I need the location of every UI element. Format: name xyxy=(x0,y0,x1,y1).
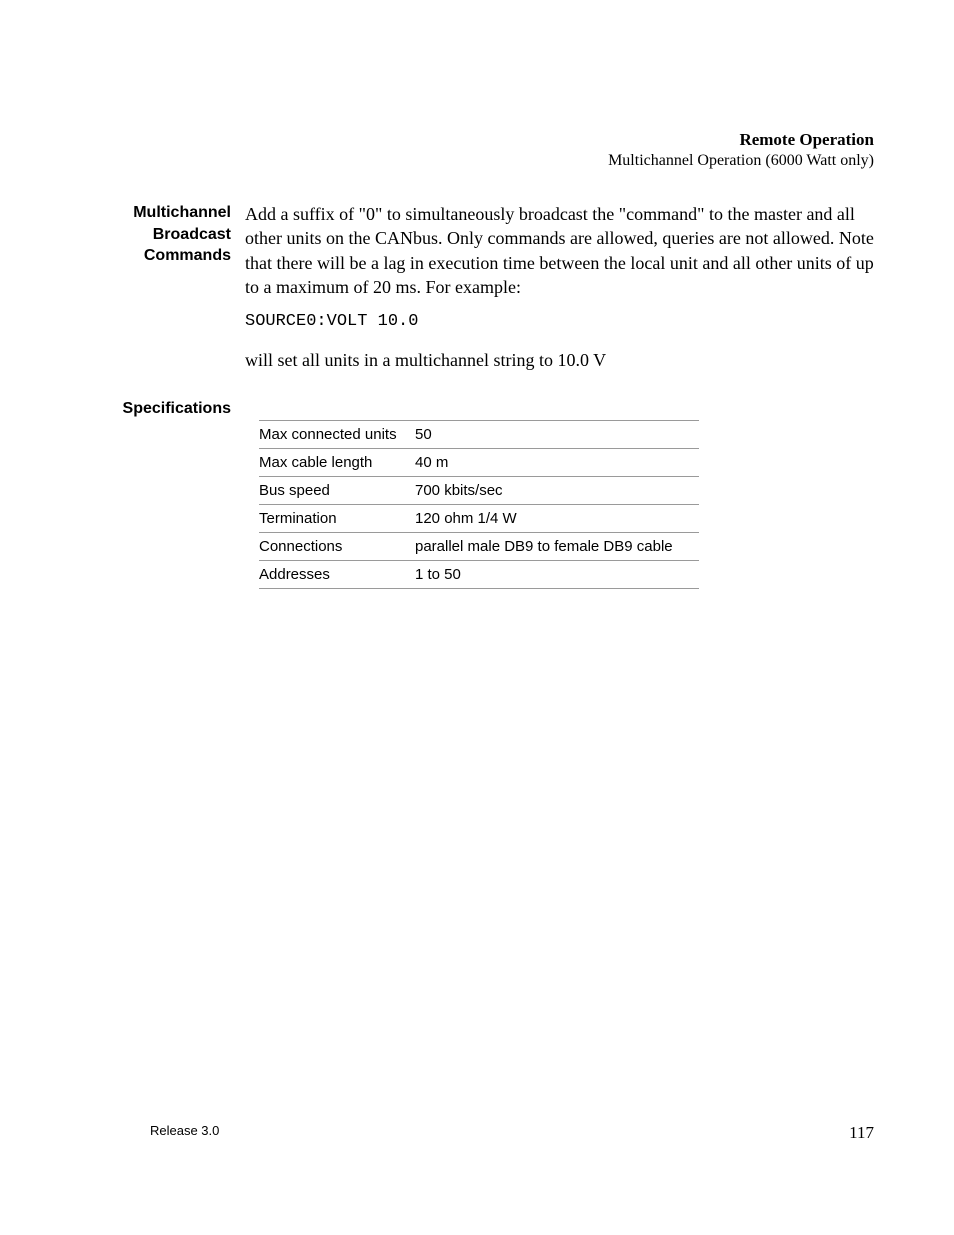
spec-value: 40 m xyxy=(415,449,699,477)
table-row: Connections parallel male DB9 to female … xyxy=(259,533,699,561)
section-body-broadcast: Add a suffix of "0" to simultaneously br… xyxy=(245,202,874,384)
section-specifications: Specifications xyxy=(80,398,874,420)
spec-value: 120 ohm 1/4 W xyxy=(415,505,699,533)
section-heading-specifications: Specifications xyxy=(80,398,245,420)
broadcast-code-example: SOURCE0:VOLT 10.0 xyxy=(245,311,874,334)
page-container: Remote Operation Multichannel Operation … xyxy=(0,0,954,1235)
table-row: Termination 120 ohm 1/4 W xyxy=(259,505,699,533)
spec-value: 1 to 50 xyxy=(415,561,699,589)
spec-value: 50 xyxy=(415,421,699,449)
spec-label: Termination xyxy=(259,505,415,533)
spec-label: Max cable length xyxy=(259,449,415,477)
footer-release: Release 3.0 xyxy=(150,1123,219,1143)
section-heading-broadcast: Multichannel Broadcast Commands xyxy=(80,202,245,267)
table-row: Max cable length 40 m xyxy=(259,449,699,477)
header-subtitle: Multichannel Operation (6000 Watt only) xyxy=(80,152,874,170)
table-row: Addresses 1 to 50 xyxy=(259,561,699,589)
page-footer: Release 3.0 117 xyxy=(150,1123,874,1143)
spec-value: 700 kbits/sec xyxy=(415,477,699,505)
table-row: Max connected units 50 xyxy=(259,421,699,449)
spec-value: parallel male DB9 to female DB9 cable xyxy=(415,533,699,561)
page-header: Remote Operation Multichannel Operation … xyxy=(80,130,874,170)
specifications-table: Max connected units 50 Max cable length … xyxy=(259,420,699,589)
spec-label: Connections xyxy=(259,533,415,561)
spec-label: Addresses xyxy=(259,561,415,589)
table-row: Bus speed 700 kbits/sec xyxy=(259,477,699,505)
spec-label: Max connected units xyxy=(259,421,415,449)
section-broadcast: Multichannel Broadcast Commands Add a su… xyxy=(80,202,874,384)
header-title: Remote Operation xyxy=(80,130,874,150)
footer-page-number: 117 xyxy=(849,1123,874,1143)
broadcast-paragraph-1: Add a suffix of "0" to simultaneously br… xyxy=(245,202,874,299)
spec-label: Bus speed xyxy=(259,477,415,505)
broadcast-paragraph-2: will set all units in a multichannel str… xyxy=(245,348,874,372)
body-sections: Multichannel Broadcast Commands Add a su… xyxy=(80,202,874,589)
